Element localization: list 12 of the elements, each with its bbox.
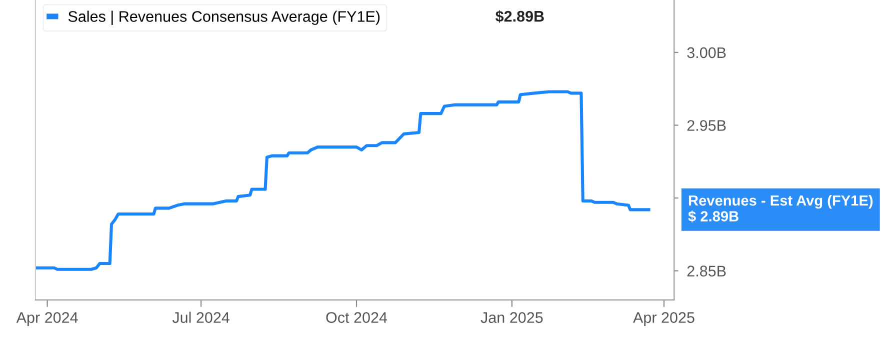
legend-label: Sales | Revenues Consensus Average (FY1E) xyxy=(68,10,380,26)
text: Revenues - Est Avg (FY1E) $ 2.89B xyxy=(688,194,873,222)
y-tick-label: 3.00B xyxy=(687,47,726,58)
x-tick-label: Apr 2024 xyxy=(16,312,78,326)
x-tick-label: Apr 2025 xyxy=(633,312,694,326)
line-series xyxy=(35,90,650,271)
annotation: $2.89B xyxy=(496,10,544,23)
y-tick-label: 2.95B xyxy=(687,120,726,131)
x-tick-label: Jul 2024 xyxy=(172,312,230,323)
y-tick-label: 2.85B xyxy=(687,266,726,276)
x-tick-label: Jan 2025 xyxy=(480,312,543,323)
x-tick-label: Oct 2024 xyxy=(326,312,388,323)
